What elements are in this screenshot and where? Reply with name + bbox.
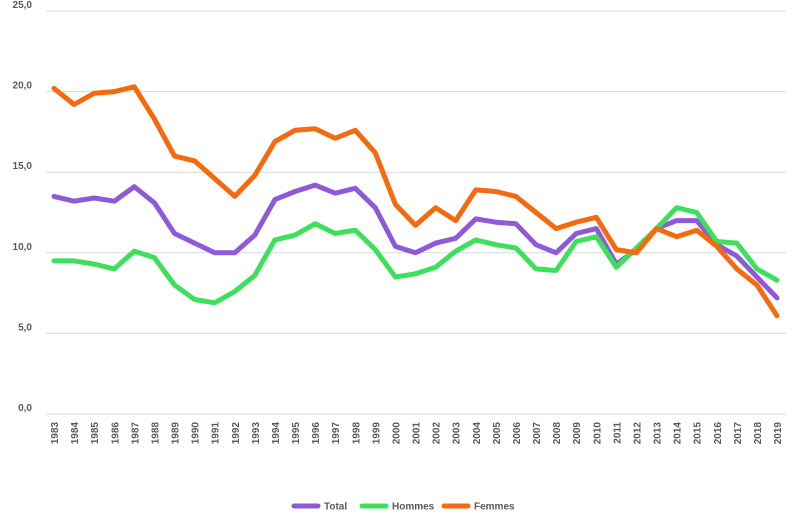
x-tick-label: 1994 <box>271 422 282 445</box>
x-tick-label: 1995 <box>291 422 302 445</box>
legend-label: Hommes <box>392 502 435 513</box>
legend: Total Hommes Femmes <box>291 502 515 513</box>
x-tick-label: 1984 <box>70 422 81 445</box>
x-tick-label: 1988 <box>150 422 161 445</box>
x-tick-label: 2002 <box>432 422 443 445</box>
series-line-femmes <box>51 84 780 319</box>
x-tick-label: 1996 <box>311 422 322 445</box>
x-axis-ticks: 1983 1984 1985 1986 1987 1988 1989 1990 1991 1992… <box>50 422 784 445</box>
x-tick-label: 2008 <box>552 422 563 445</box>
x-tick-label: 2016 <box>713 422 724 445</box>
x-tick-label: 2005 <box>492 422 503 445</box>
x-tick-label: 2019 <box>773 422 784 445</box>
x-tick-label: 2001 <box>412 422 423 445</box>
y-tick-label: 25,0 <box>13 0 33 11</box>
x-tick-label: 2017 <box>733 422 744 445</box>
x-tick-label: 1997 <box>331 422 342 445</box>
x-tick-label: 1986 <box>110 422 121 445</box>
x-tick-label: 2012 <box>632 422 643 445</box>
y-tick-label: 5,0 <box>18 322 32 333</box>
x-tick-label: 1983 <box>50 422 61 445</box>
x-tick-label: 2004 <box>472 422 483 445</box>
x-tick-label: 2007 <box>532 422 543 445</box>
x-tick-label: 1992 <box>231 422 242 445</box>
x-tick-label: 2010 <box>592 422 603 445</box>
y-tick-label: 15,0 <box>13 161 33 172</box>
y-tick-label: 20,0 <box>13 81 33 92</box>
series-lines <box>51 84 780 319</box>
x-tick-label: 1993 <box>251 422 262 445</box>
x-tick-label: 2015 <box>693 422 704 445</box>
x-tick-label: 1999 <box>371 422 382 445</box>
x-tick-label: 1987 <box>130 422 141 445</box>
legend-label: Total <box>324 502 347 513</box>
y-tick-label: 10,0 <box>13 242 33 253</box>
x-tick-label: 1985 <box>90 422 101 445</box>
x-tick-label: 2013 <box>653 422 664 445</box>
x-tick-label: 1989 <box>171 422 182 445</box>
x-tick-label: 2006 <box>512 422 523 445</box>
x-tick-label: 1990 <box>191 422 202 445</box>
x-tick-label: 2011 <box>612 422 623 444</box>
series-line-total <box>51 182 780 301</box>
x-tick-label: 1991 <box>211 422 222 445</box>
y-axis-ticks: 0,0 5,0 10,0 15,0 20,0 25,0 <box>13 0 33 414</box>
legend-label: Femmes <box>474 502 515 513</box>
x-tick-label: 2014 <box>673 422 684 445</box>
x-tick-label: 2018 <box>753 422 764 445</box>
x-tick-label: 2000 <box>391 422 402 445</box>
y-tick-label: 0,0 <box>18 403 32 414</box>
x-tick-label: 2009 <box>572 422 583 445</box>
x-tick-label: 1998 <box>351 422 362 445</box>
x-tick-label: 2003 <box>452 422 463 445</box>
